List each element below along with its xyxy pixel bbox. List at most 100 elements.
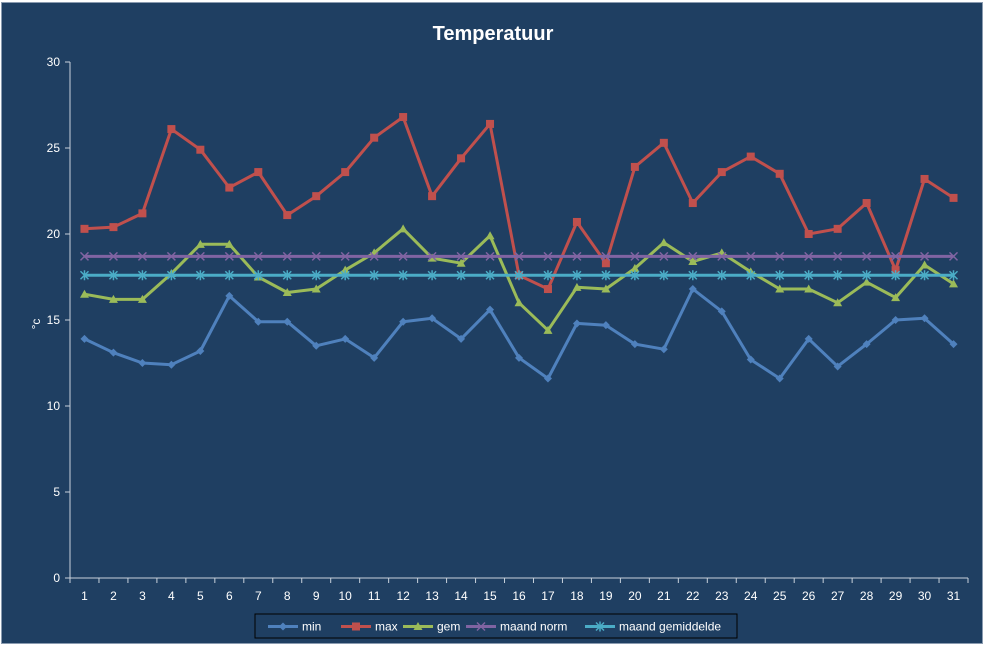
data-point	[543, 325, 553, 334]
legend-item: maand norm	[466, 620, 567, 634]
x-tick-label: 16	[512, 589, 526, 603]
y-tick-label: 15	[47, 313, 61, 327]
data-point	[746, 251, 756, 261]
data-point	[630, 251, 640, 261]
data-point	[427, 270, 437, 281]
data-point	[456, 258, 466, 267]
data-point	[485, 231, 495, 240]
data-point	[717, 307, 726, 316]
data-point	[920, 251, 930, 261]
data-point	[254, 168, 263, 177]
data-point	[949, 193, 958, 202]
data-point	[195, 239, 205, 248]
x-tick-label: 25	[773, 589, 787, 603]
data-point	[108, 251, 118, 261]
data-point	[515, 353, 523, 362]
data-point	[833, 224, 842, 233]
x-tick-label: 2	[110, 589, 117, 603]
series-0	[80, 285, 958, 383]
data-point	[833, 362, 842, 371]
data-point	[370, 133, 379, 142]
data-point	[688, 251, 698, 261]
data-point	[572, 270, 582, 281]
data-point	[340, 265, 350, 274]
data-point	[311, 251, 321, 261]
x-tick-label: 22	[686, 589, 700, 603]
data-point	[109, 348, 118, 357]
y-axis-title: °c	[29, 319, 43, 330]
data-point	[891, 293, 901, 302]
data-point	[79, 270, 90, 281]
data-point	[746, 152, 755, 161]
data-point	[920, 314, 929, 323]
x-tick-label: 5	[197, 589, 204, 603]
data-point	[80, 334, 89, 343]
series-line	[84, 115, 955, 291]
x-tick-label: 12	[396, 589, 410, 603]
data-point	[920, 260, 930, 269]
data-point	[659, 345, 668, 354]
x-tick-label: 24	[744, 589, 758, 603]
data-point	[485, 251, 495, 261]
data-point	[572, 251, 582, 261]
data-point	[486, 119, 495, 128]
x-tick-label: 6	[226, 589, 233, 603]
data-point	[456, 270, 466, 281]
x-tick-label: 1	[81, 589, 88, 603]
y-tick-label: 25	[47, 141, 61, 155]
data-point	[369, 251, 379, 261]
data-point	[369, 270, 379, 281]
data-point	[109, 223, 118, 232]
legend-marker	[279, 622, 287, 631]
y-tick-label: 30	[47, 55, 61, 69]
legend-label: maand gemiddelde	[619, 620, 721, 634]
x-tick-label: 15	[483, 589, 497, 603]
data-point	[688, 285, 697, 294]
data-point	[833, 270, 843, 281]
data-point	[920, 270, 930, 281]
data-point	[891, 270, 901, 281]
data-point	[804, 270, 814, 281]
data-point	[340, 270, 350, 281]
x-tick-label: 18	[570, 589, 584, 603]
series-layer	[79, 113, 959, 383]
data-point	[282, 251, 292, 261]
data-point	[428, 314, 437, 323]
data-point	[688, 257, 698, 266]
data-point	[341, 334, 350, 343]
legend-label: maand norm	[500, 620, 567, 634]
x-tick-label: 8	[284, 589, 291, 603]
legend-item: min	[268, 620, 321, 634]
data-point	[457, 334, 466, 343]
data-point	[196, 145, 205, 154]
data-point	[601, 259, 610, 268]
data-point	[427, 251, 437, 261]
data-point	[80, 224, 89, 233]
legend-label: max	[375, 620, 398, 634]
data-point	[572, 319, 581, 328]
data-point	[804, 284, 814, 293]
x-tick-label: 28	[860, 589, 874, 603]
data-point	[920, 174, 929, 183]
chart-title: Temperatuur	[433, 23, 554, 45]
data-point	[804, 230, 813, 238]
data-point	[225, 183, 234, 192]
data-point	[514, 251, 524, 261]
data-point	[108, 294, 118, 303]
data-point	[572, 217, 581, 226]
data-point	[167, 360, 176, 369]
data-point	[572, 282, 582, 291]
data-point	[601, 284, 611, 293]
data-point	[891, 266, 900, 275]
data-point	[891, 316, 900, 324]
data-point	[137, 251, 147, 261]
data-point	[311, 270, 321, 281]
series-1	[80, 113, 958, 294]
data-point	[717, 270, 727, 281]
data-point	[543, 374, 552, 383]
data-point	[312, 341, 321, 350]
data-point	[659, 138, 668, 147]
